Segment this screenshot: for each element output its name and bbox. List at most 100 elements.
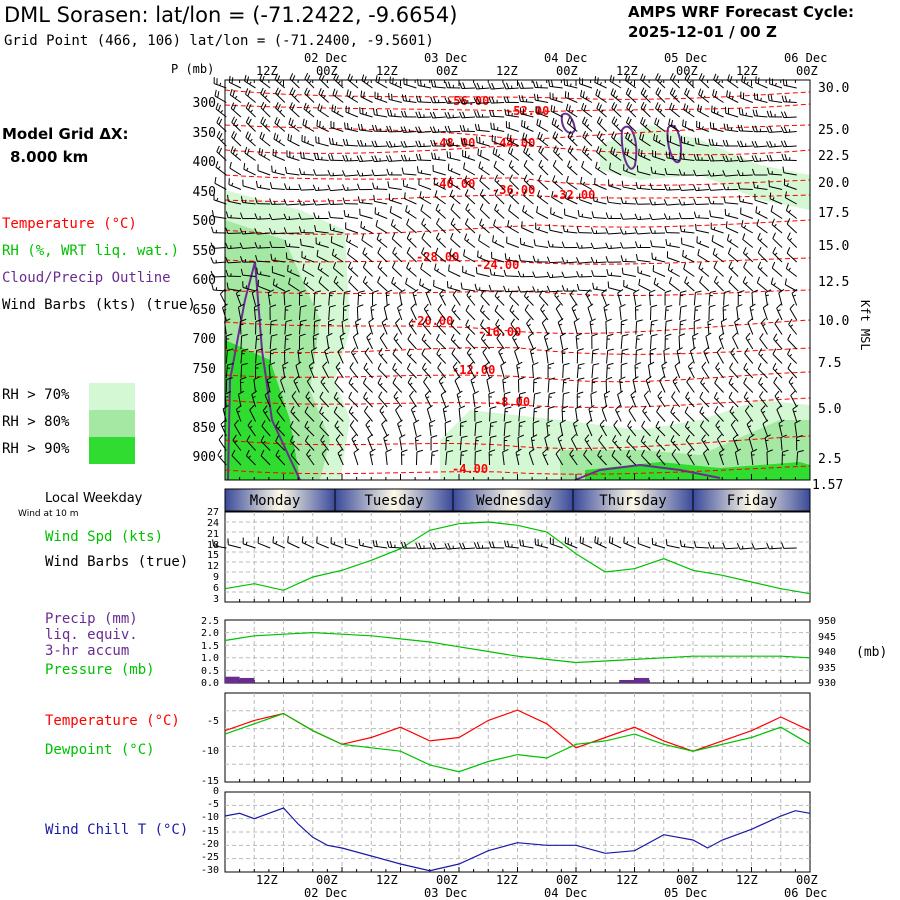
wind-barb [599,419,605,426]
wind-barb [569,119,573,126]
wind-barb [438,353,442,357]
wind-barb [736,155,741,162]
wind-barb [305,282,309,286]
wind-barb [477,256,490,263]
precip-tick: 0.5 [201,666,219,677]
wind-barb [714,411,724,422]
wind-barb [610,152,622,161]
wind-barb [566,175,569,183]
wind-barb [548,80,551,87]
surface-wind-barb [301,536,304,543]
wind-barb [393,396,403,408]
wind-barb [712,89,715,96]
wind-barb [422,318,427,325]
wind-barb [399,289,406,294]
wind-barb [245,121,256,132]
wind-barb [227,348,234,352]
wind-barb [509,179,520,190]
wind-barb [527,336,534,350]
wind-barb [505,114,519,118]
wind-barb [624,147,627,155]
wind-barb [792,294,797,297]
wind-barb [357,139,361,147]
wind-barb [613,425,622,437]
wind-barb [429,126,434,133]
wind-barb [722,155,726,162]
wind-barb [391,197,394,202]
wind-barb [787,237,798,248]
wind-barb [564,276,578,279]
wind-barb [615,409,622,422]
wind-barb [387,181,390,188]
wind-barb [262,405,268,411]
wind-barb [503,408,506,422]
top-date-4: 05 Dec [664,51,708,65]
wind-barb [357,304,364,308]
wind-barb [533,377,541,380]
wind-barb [348,239,352,243]
wind-barb [328,292,331,306]
wind-barb [522,205,525,212]
wind-barb [693,198,697,205]
wind-barb [409,395,417,408]
wind-barb [421,196,425,200]
wind-barb [625,168,628,172]
wind-barb [251,292,257,306]
wind-barb [433,139,437,147]
wind-barb [745,337,754,350]
wind-barb [750,452,754,466]
wind-barb [667,140,680,147]
wind-barb [447,111,451,119]
wind-barb [685,434,691,441]
wind-barb [447,144,461,147]
surface-wind-barb [403,541,407,549]
wind-barb [301,218,315,220]
wind-barb [330,229,344,234]
wind-barb [607,362,614,366]
wind-barb [518,95,521,102]
wind-barb [517,434,525,438]
wind-speed-panel [224,511,811,603]
wind-barb [625,79,637,89]
wind-barb [755,82,768,89]
wind-barb [509,295,520,306]
wind-barb [260,149,264,156]
wind-barb [742,281,754,292]
wind-barb [225,227,229,234]
wind-barb [462,271,476,277]
wind-barb [615,153,618,157]
wind-barb [270,253,273,261]
wind-barb [579,199,593,205]
wind-barb [517,286,521,293]
wind-barb [509,194,520,205]
wind-barb [506,242,519,248]
wind-barb [379,405,385,412]
wind-barb [532,394,536,408]
wind-barb [514,346,520,352]
wind-barb [608,287,622,292]
wind-barb [448,176,452,183]
wind-barb [655,73,659,80]
day-cell [225,489,335,511]
wind-barb [626,449,630,457]
wind-barb [356,170,361,177]
wind-barb [627,89,632,96]
wind-barb [237,307,242,321]
wind-barb [449,189,454,196]
wind-barb [622,247,636,249]
wind-barb [268,227,273,235]
wind-barb [630,394,637,408]
wind-barb [447,102,461,104]
wind-barb [488,83,492,90]
wind-barb [504,253,507,260]
wind-barb [502,379,505,393]
wind-barb [726,234,730,241]
wind-barb [239,242,244,249]
wind-barb [530,437,534,451]
wind-barb [742,199,745,203]
wind-barb [699,420,705,427]
wind-barb [547,379,550,393]
wind-barb [397,307,403,321]
wind-barb [287,133,290,141]
wind-barb [464,189,469,196]
